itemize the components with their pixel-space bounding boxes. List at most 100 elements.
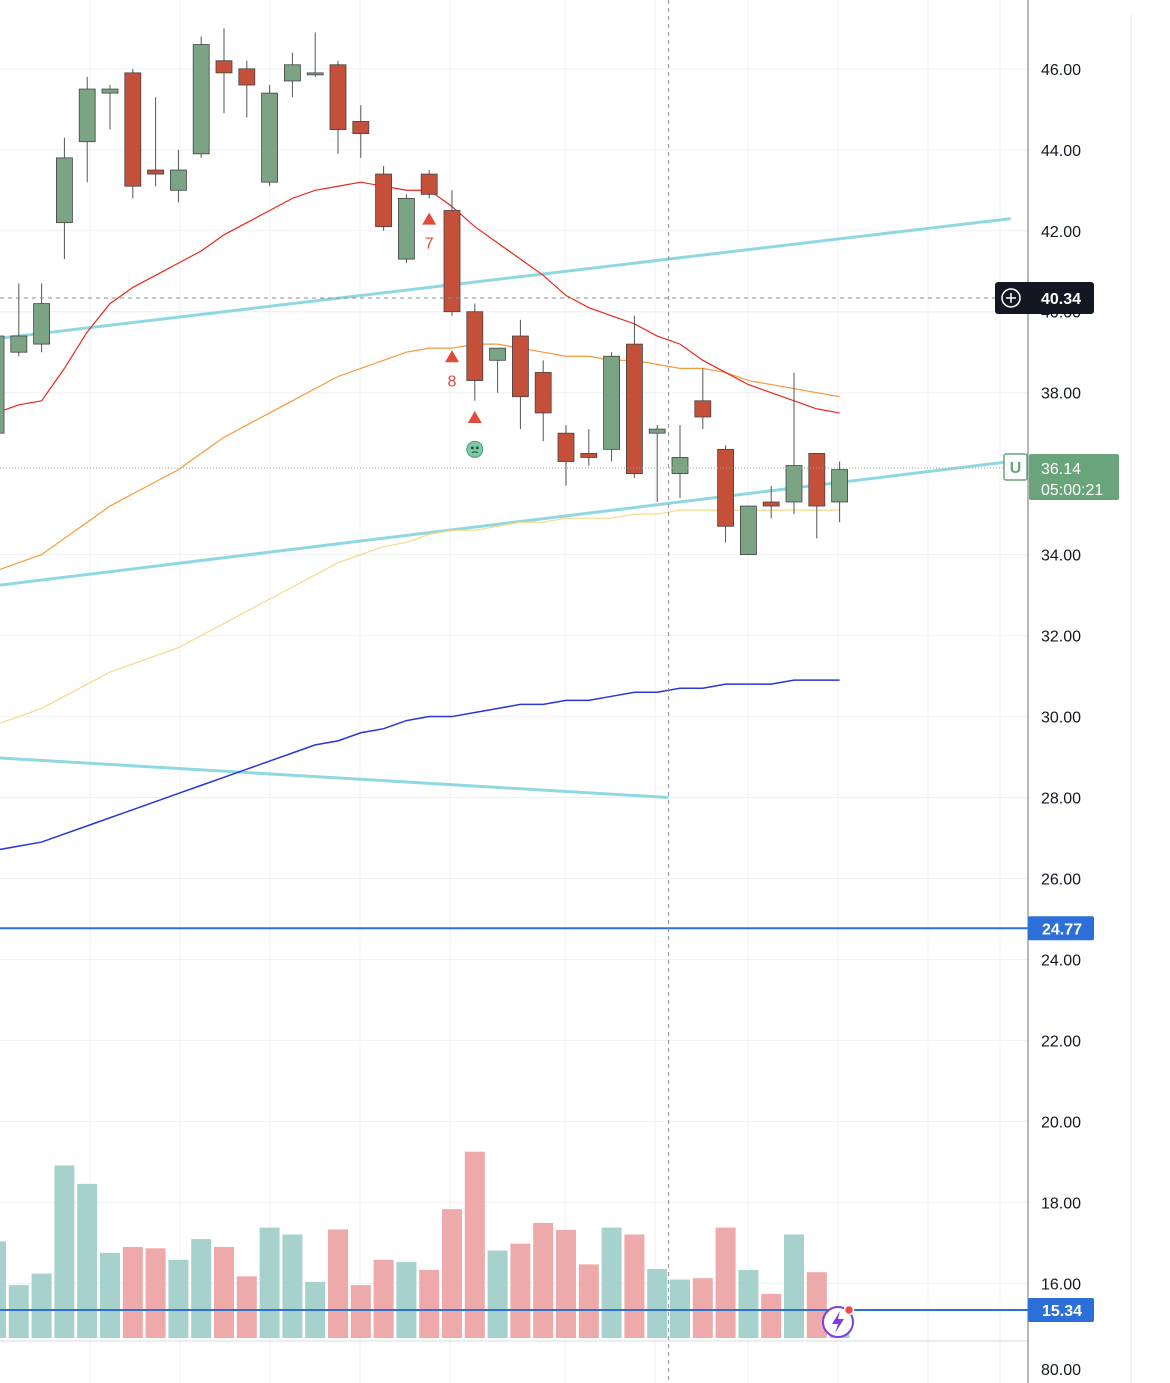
volume-bar — [647, 1269, 668, 1338]
volume-bar — [487, 1250, 508, 1338]
hline-price-tag — [1028, 1298, 1094, 1323]
volume-bar — [100, 1252, 120, 1338]
grid — [0, 0, 1125, 1383]
candle-body — [443, 210, 461, 313]
hline-price-tag-label: 15.34 — [1042, 1303, 1082, 1320]
candle-body — [489, 347, 507, 361]
candle-body — [603, 355, 620, 450]
marker-label: 8 — [448, 373, 457, 390]
add-plus-icon — [1001, 288, 1021, 308]
volume-bar — [0, 1241, 6, 1338]
candle-body — [169, 169, 187, 191]
candle-body — [557, 432, 575, 462]
emoji-eye — [470, 446, 474, 450]
candle-body — [147, 169, 165, 175]
notification-dot — [843, 1304, 855, 1316]
moving-averages — [0, 181, 840, 851]
candle-body — [648, 428, 666, 434]
volume-bar — [715, 1227, 736, 1338]
y-tick-label: 46.00 — [1041, 62, 1081, 79]
last-price-label: 36.14 — [1041, 461, 1081, 478]
y-tick-label: 44.00 — [1041, 143, 1081, 160]
volume-bar — [738, 1269, 759, 1338]
y-tick-label: 42.00 — [1041, 224, 1081, 241]
triangle-marker — [467, 410, 482, 423]
horizontal-lines[interactable] — [0, 927, 1028, 1312]
price-axis[interactable]: 46.0044.0042.0040.0038.0034.0032.0030.00… — [1027, 0, 1170, 1383]
candle-body — [78, 88, 96, 143]
candle-body — [329, 64, 347, 130]
ma-blue-line — [0, 679, 840, 851]
triangle-marker — [422, 212, 437, 225]
trendlines[interactable] — [0, 217, 1011, 800]
y-tick-label: 34.00 — [1041, 548, 1081, 565]
countdown-label: 05:00:21 — [1041, 482, 1103, 499]
volume-bar — [236, 1276, 257, 1338]
candle-body — [785, 465, 803, 503]
candle-body — [534, 372, 552, 414]
y-tick-label: 38.00 — [1041, 386, 1081, 403]
volume-bar — [77, 1183, 98, 1338]
last-price-badge — [1003, 453, 1028, 481]
emoji-marker-icon — [466, 440, 484, 458]
trendline — [0, 756, 669, 800]
volume-bar — [122, 1246, 143, 1338]
volume-bar — [145, 1248, 166, 1338]
volume-bar — [556, 1229, 576, 1338]
candle-body — [215, 60, 233, 74]
volume-bar — [282, 1234, 303, 1338]
volume-bar — [54, 1165, 75, 1338]
volume-bar — [419, 1269, 440, 1338]
trendline — [0, 460, 1011, 587]
volume-bar — [784, 1234, 804, 1338]
candle-body — [124, 72, 142, 187]
candle-body — [671, 457, 689, 475]
volume-bar — [692, 1278, 713, 1338]
volume-bar — [396, 1262, 417, 1338]
candle-body — [762, 501, 780, 507]
axis-background — [1028, 0, 1170, 1383]
ma-yellow-line — [0, 509, 840, 724]
candle-body — [101, 88, 119, 94]
candle-body — [420, 173, 438, 195]
volume-bar — [510, 1243, 531, 1338]
volume-bar — [168, 1259, 189, 1338]
assistant-fab[interactable] — [822, 1304, 855, 1338]
volume-bar — [578, 1264, 599, 1338]
candle-body — [238, 68, 256, 86]
candles — [0, 28, 848, 556]
volume-bar — [259, 1227, 280, 1338]
candle-body — [352, 121, 370, 134]
triangle-marker — [445, 350, 459, 363]
candle-body — [740, 505, 757, 556]
emoji-mouth — [471, 451, 479, 454]
y-tick-label: 30.00 — [1041, 710, 1081, 727]
price-tags: 24.77 15.34 40.34 U 36.14 05:00:21 — [995, 281, 1119, 1323]
candle-body — [33, 303, 50, 345]
crosshair-price-label: 40.34 — [1041, 291, 1081, 308]
bottom-pane-tick: 80.00 — [1041, 1362, 1081, 1379]
volume-bar — [191, 1239, 212, 1338]
ma-red-line — [0, 181, 840, 414]
last-price-tag — [1029, 453, 1119, 500]
candle-body — [0, 335, 5, 434]
volume-bar — [624, 1234, 645, 1338]
y-tick-label: 26.00 — [1041, 871, 1081, 888]
trendline — [0, 217, 1011, 340]
volume-bar — [31, 1273, 52, 1338]
crosshair — [0, 0, 1028, 1383]
volume-bar — [328, 1229, 348, 1338]
y-tick-label: 28.00 — [1041, 791, 1081, 808]
candle-body — [306, 72, 324, 76]
volume-bar — [464, 1151, 485, 1338]
hline-price-tag-label: 24.77 — [1042, 921, 1082, 938]
volume-bars — [0, 1151, 850, 1338]
volume-bar — [373, 1259, 394, 1338]
candle-body — [397, 197, 415, 260]
volume-bar — [8, 1285, 29, 1338]
volume-bar — [214, 1246, 234, 1338]
volume-bar — [533, 1223, 554, 1338]
volume-bar — [670, 1279, 690, 1338]
candle-body — [831, 469, 848, 503]
